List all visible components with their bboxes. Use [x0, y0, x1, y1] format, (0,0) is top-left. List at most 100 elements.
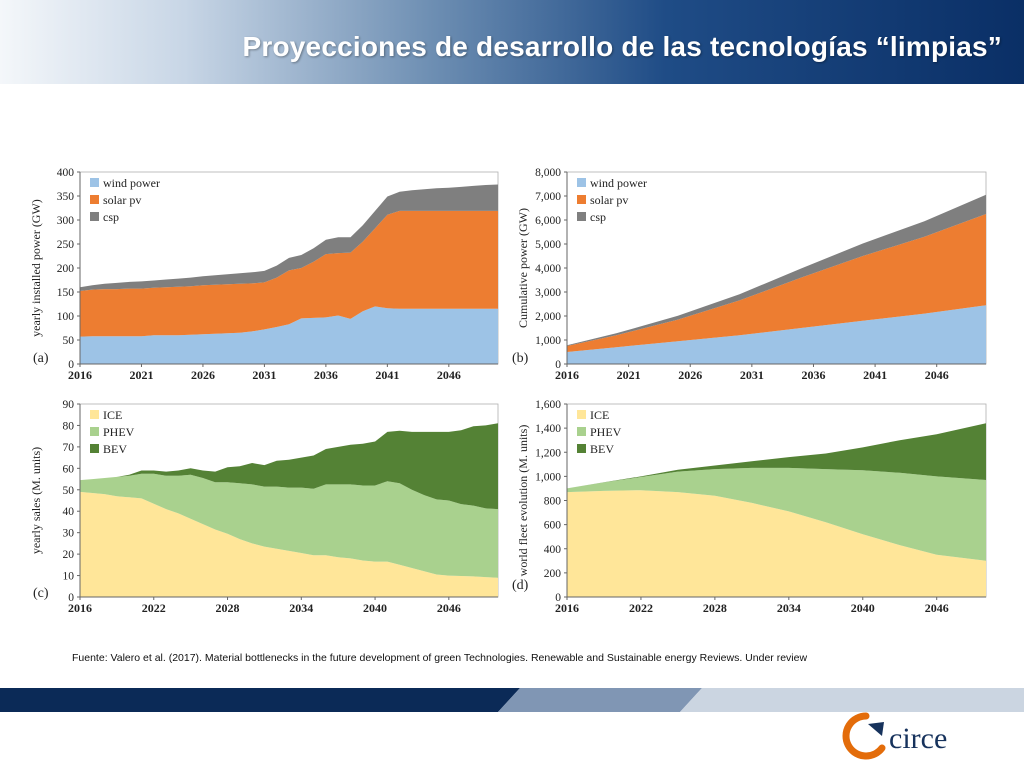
legend-swatch	[90, 444, 99, 453]
series-area-wind-power	[80, 306, 498, 364]
x-tick-label: 2026	[191, 368, 215, 382]
y-tick-label: 3,000	[535, 287, 561, 299]
series-area-bev	[567, 423, 986, 489]
legend-label: solar pv	[590, 193, 628, 207]
legend-swatch	[577, 444, 586, 453]
y-tick-label: 4,000	[535, 263, 561, 275]
footer-decoration	[0, 688, 1024, 712]
legend-swatch	[90, 178, 99, 187]
x-tick-label: 2046	[925, 601, 949, 615]
y-tick-label: 7,000	[535, 191, 561, 203]
x-tick-label: 2046	[437, 368, 461, 382]
page-title: Proyecciones de desarrollo de las tecnol…	[242, 31, 1002, 62]
y-tick-label: 400	[57, 167, 75, 179]
legend-swatch	[577, 178, 586, 187]
y-tick-label: 6,000	[535, 215, 561, 227]
y-tick-label: 250	[57, 239, 75, 251]
y-tick-label: 600	[544, 520, 562, 532]
chart-panel-3: 0 200 400 600 800 1,000 1,200 1,400 1,600 2016 202…	[512, 399, 987, 615]
x-tick-label: 2031	[740, 368, 764, 382]
x-tick-label: 2040	[363, 601, 387, 615]
x-tick-label: 2026	[678, 368, 702, 382]
logo-arc-icon	[842, 712, 886, 760]
legend-label: wind power	[103, 176, 160, 190]
x-tick-label: 2034	[777, 601, 801, 615]
y-tick-label: 1,000	[535, 335, 561, 347]
y-tick-label: 1,600	[535, 399, 561, 411]
circe-logo: circe	[842, 712, 947, 760]
legend-label: ICE	[590, 408, 609, 422]
panel-label: (d)	[512, 578, 529, 593]
chart-panel-2: 0 10 20 30 40 50 60 70 80 90 2016 2022 2028 2034 2040 2…	[29, 399, 499, 615]
legend-label: wind power	[590, 176, 647, 190]
legend-label: csp	[590, 210, 606, 224]
y-tick-label: 20	[63, 549, 75, 561]
y-tick-label: 0	[555, 359, 561, 371]
series-area-solar-pv	[567, 214, 986, 352]
series-area-solar-pv	[80, 210, 498, 337]
series-area-wind-power	[567, 305, 986, 364]
y-tick-label: 800	[544, 496, 562, 508]
source-note: Fuente: Valero et al. (2017). Material b…	[72, 652, 808, 664]
legend-label: BEV	[590, 442, 614, 456]
legend-label: PHEV	[103, 425, 135, 439]
legend-swatch	[90, 410, 99, 419]
legend-swatch	[577, 410, 586, 419]
x-tick-label: 2036	[314, 368, 338, 382]
x-tick-label: 2022	[142, 601, 166, 615]
legend-label: BEV	[103, 442, 127, 456]
x-tick-label: 2028	[703, 601, 727, 615]
y-tick-label: 70	[63, 442, 75, 454]
y-tick-label: 60	[63, 463, 75, 475]
x-tick-label: 2040	[851, 601, 875, 615]
y-tick-label: 10	[63, 571, 75, 583]
x-tick-label: 2021	[617, 368, 641, 382]
x-tick-label: 2036	[801, 368, 825, 382]
x-tick-label: 2031	[252, 368, 276, 382]
footer-bar-dark	[0, 688, 520, 712]
y-tick-label: 40	[63, 506, 75, 518]
x-tick-label: 2016	[555, 368, 579, 382]
y-tick-label: 150	[57, 287, 75, 299]
x-tick-label: 2016	[555, 601, 579, 615]
y-tick-label: 30	[63, 528, 75, 540]
y-tick-label: 0	[68, 359, 74, 371]
y-axis-label: world fleet evolution (M. units)	[516, 425, 530, 577]
series-area-ice	[80, 491, 498, 597]
y-tick-label: 50	[63, 485, 75, 497]
legend-label: PHEV	[590, 425, 622, 439]
y-tick-label: 1,400	[535, 423, 561, 435]
y-tick-label: 300	[57, 215, 75, 227]
y-tick-label: 5,000	[535, 239, 561, 251]
y-tick-label: 350	[57, 191, 75, 203]
y-tick-label: 50	[63, 335, 75, 347]
y-tick-label: 90	[63, 399, 75, 411]
y-axis-label: yearly installed power (GW)	[29, 199, 43, 337]
y-tick-label: 200	[57, 263, 75, 275]
y-tick-label: 80	[63, 420, 75, 432]
x-tick-label: 2016	[68, 368, 92, 382]
y-tick-label: 2,000	[535, 311, 561, 323]
footer-bar-light	[680, 688, 1024, 712]
series-area-phev	[80, 473, 498, 578]
x-tick-label: 2028	[216, 601, 240, 615]
y-tick-label: 1,200	[535, 447, 561, 459]
panel-label: (a)	[33, 351, 49, 366]
x-tick-label: 2034	[289, 601, 313, 615]
logo-wedge-icon	[868, 722, 884, 736]
y-tick-label: 0	[68, 592, 74, 604]
series-area-phev	[567, 467, 986, 561]
y-tick-label: 100	[57, 311, 75, 323]
y-tick-label: 8,000	[535, 167, 561, 179]
x-tick-label: 2041	[375, 368, 399, 382]
footer-bar-mid	[498, 688, 702, 712]
legend-swatch	[90, 195, 99, 204]
panel-label: (b)	[512, 351, 529, 366]
legend-swatch	[577, 212, 586, 221]
series-area-ice	[567, 490, 986, 597]
legend-label: ICE	[103, 408, 122, 422]
y-tick-label: 400	[544, 544, 562, 556]
header-banner: Proyecciones de desarrollo de las tecnol…	[0, 0, 1024, 84]
legend-swatch	[577, 195, 586, 204]
series-area-bev	[80, 423, 498, 510]
